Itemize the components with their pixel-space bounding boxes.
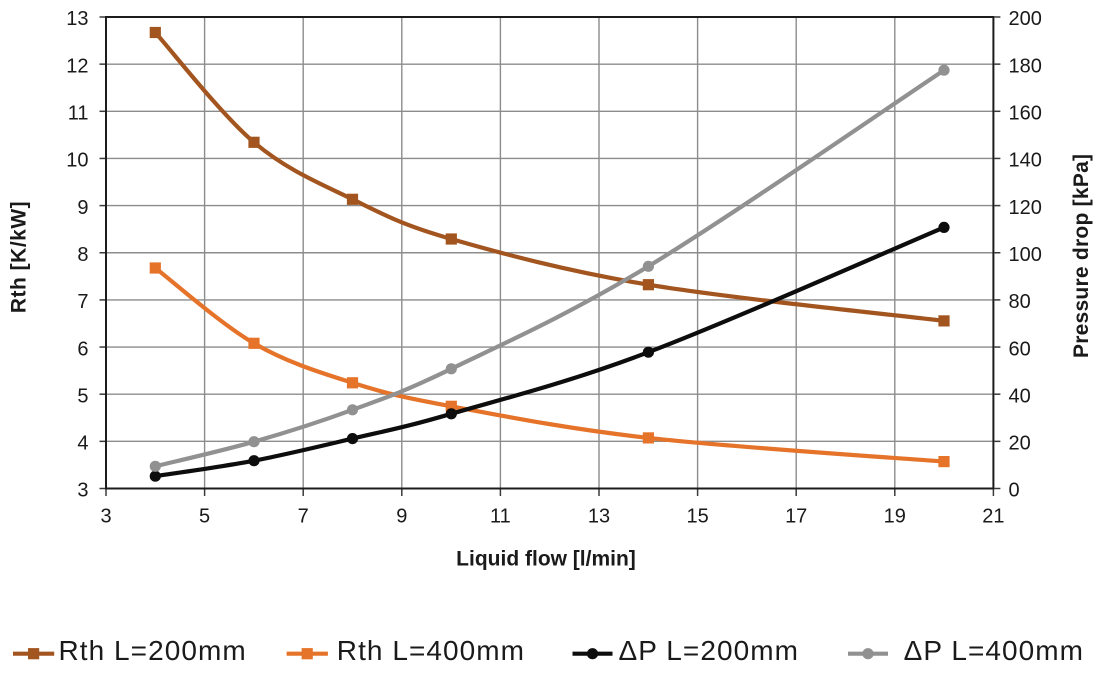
svg-text:8: 8: [77, 244, 88, 266]
svg-text:80: 80: [1009, 291, 1031, 313]
svg-text:6: 6: [77, 338, 88, 360]
svg-text:9: 9: [77, 197, 88, 219]
svg-text:4: 4: [77, 433, 88, 455]
svg-text:ΔP L=200mm: ΔP L=200mm: [619, 635, 799, 666]
svg-text:120: 120: [1009, 197, 1042, 219]
svg-text:Rth L=200mm: Rth L=200mm: [59, 635, 247, 666]
svg-text:10: 10: [66, 150, 88, 172]
svg-text:5: 5: [77, 385, 88, 407]
svg-text:0: 0: [1009, 480, 1020, 502]
svg-text:5: 5: [199, 505, 210, 527]
svg-text:7: 7: [298, 505, 309, 527]
svg-text:60: 60: [1009, 338, 1031, 360]
svg-text:19: 19: [884, 505, 906, 527]
svg-text:7: 7: [77, 291, 88, 313]
svg-text:100: 100: [1009, 244, 1042, 266]
svg-text:3: 3: [77, 480, 88, 502]
svg-text:21: 21: [982, 505, 1004, 527]
svg-text:160: 160: [1009, 103, 1042, 125]
svg-text:3: 3: [100, 505, 111, 527]
svg-text:Rth L=400mm: Rth L=400mm: [337, 635, 525, 666]
svg-text:Pressure drop [kPa]: Pressure drop [kPa]: [1070, 154, 1093, 358]
svg-text:17: 17: [785, 505, 807, 527]
svg-text:9: 9: [396, 505, 407, 527]
svg-text:Rth [K/kW]: Rth [K/kW]: [8, 201, 31, 313]
svg-text:40: 40: [1009, 385, 1031, 407]
svg-text:11: 11: [490, 505, 511, 527]
svg-text:11: 11: [68, 103, 89, 125]
svg-text:20: 20: [1009, 433, 1031, 455]
svg-text:140: 140: [1009, 150, 1042, 172]
svg-text:Liquid flow [l/min]: Liquid flow [l/min]: [456, 548, 636, 571]
svg-text:13: 13: [66, 8, 88, 30]
svg-text:200: 200: [1009, 8, 1042, 30]
svg-text:12: 12: [66, 55, 88, 77]
svg-text:ΔP L=400mm: ΔP L=400mm: [904, 635, 1084, 666]
svg-text:15: 15: [686, 505, 708, 527]
svg-text:13: 13: [588, 505, 610, 527]
svg-text:180: 180: [1009, 55, 1042, 77]
